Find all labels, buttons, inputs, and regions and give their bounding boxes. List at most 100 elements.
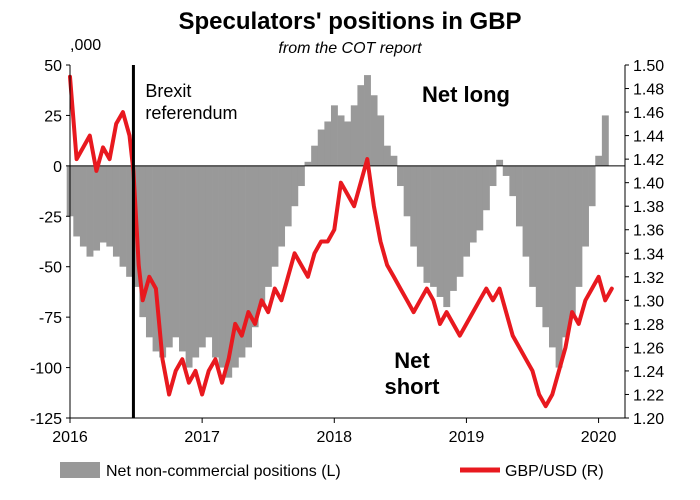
bar — [324, 121, 332, 166]
x-tick-label: 2020 — [581, 429, 617, 446]
bar — [212, 165, 219, 358]
bar — [165, 165, 173, 348]
left-tick-label: 50 — [44, 58, 62, 75]
bar — [377, 115, 385, 166]
bar — [416, 165, 424, 267]
bar — [357, 85, 365, 166]
bar — [582, 165, 589, 247]
right-tick-label: 1.42 — [633, 152, 664, 169]
chart-title: Speculators' positions in GBP — [178, 8, 521, 35]
right-tick-label: 1.24 — [633, 364, 664, 381]
bar — [231, 165, 239, 368]
bar — [251, 165, 259, 328]
bar — [443, 165, 451, 308]
bar — [344, 121, 352, 166]
x-tick-label: 2016 — [52, 429, 88, 446]
bar — [370, 95, 378, 166]
legend-layer: Net non-commercial positions (L) GBP/USD … — [60, 462, 604, 480]
bar — [317, 129, 325, 166]
x-tick-label: 2019 — [449, 429, 485, 446]
bar — [489, 165, 497, 187]
x-tick-label: 2018 — [316, 429, 352, 446]
right-tick-label: 1.34 — [633, 246, 664, 263]
bar — [496, 159, 504, 166]
bar — [297, 165, 305, 187]
right-tick-label: 1.26 — [633, 340, 664, 357]
bar — [238, 165, 246, 358]
bar — [112, 165, 120, 257]
bar — [205, 165, 213, 338]
bar — [179, 165, 186, 352]
bar — [549, 165, 556, 348]
net-short-label: Net — [394, 348, 430, 373]
gbpusd-line — [68, 74, 614, 409]
bar — [588, 165, 596, 207]
left-tick-label: -75 — [39, 310, 62, 327]
left-tick-label: -125 — [30, 411, 62, 428]
bar — [595, 155, 603, 166]
bar — [476, 165, 484, 231]
event-label: referendum — [145, 103, 237, 123]
net-long-label: Net long — [422, 82, 510, 107]
legend-label-bars: Net non-commercial positions (L) — [106, 463, 341, 480]
bar — [126, 165, 134, 277]
line-layer — [68, 74, 614, 409]
bar — [515, 165, 523, 227]
bar — [145, 165, 153, 338]
bar — [430, 165, 437, 287]
right-tick-label: 1.46 — [633, 105, 664, 122]
bar — [139, 165, 147, 318]
bar — [192, 165, 200, 358]
left-tick-label: -50 — [39, 260, 62, 277]
bar — [330, 105, 338, 166]
bar — [403, 165, 411, 217]
bar — [93, 165, 101, 251]
bar — [311, 145, 319, 166]
bar — [337, 115, 345, 166]
bar — [350, 105, 358, 166]
bar — [555, 165, 563, 368]
bar — [152, 165, 160, 352]
bar — [278, 165, 286, 247]
bar — [562, 165, 570, 338]
event-label: Brexit — [145, 81, 191, 101]
axes-layer: 50 25 0 -25 -50 -75 -100 -125 1.50 1.48 1.46 1.44 1.… — [30, 58, 664, 446]
left-tick-label: -25 — [39, 209, 62, 226]
right-tick-label: 1.28 — [633, 317, 664, 334]
bar — [529, 165, 537, 287]
bar — [264, 165, 272, 287]
bar — [502, 165, 510, 176]
left-tick-label: -100 — [30, 361, 62, 378]
bar — [86, 165, 94, 257]
right-tick-label: 1.40 — [633, 176, 664, 193]
bar — [258, 165, 266, 308]
bar — [535, 165, 543, 308]
bar — [159, 165, 167, 358]
bar — [271, 165, 279, 267]
bar — [79, 165, 87, 247]
bar — [509, 165, 517, 197]
bar — [291, 165, 299, 207]
right-tick-label: 1.44 — [633, 129, 664, 146]
chart-subtitle: from the COT report — [278, 40, 422, 57]
bar — [99, 165, 107, 243]
bar — [198, 165, 206, 348]
left-axis-unit: ,000 — [70, 37, 101, 54]
bar — [185, 165, 193, 368]
bar — [423, 165, 431, 283]
bar — [463, 165, 471, 257]
bar — [304, 161, 312, 166]
right-tick-label: 1.50 — [633, 58, 664, 75]
bar — [383, 145, 391, 166]
bar — [245, 165, 252, 348]
bar — [449, 165, 457, 291]
left-tick-label: 0 — [53, 159, 62, 176]
bar — [284, 165, 292, 227]
bar — [482, 165, 490, 211]
bar — [456, 165, 464, 277]
legend-label-line: GBP/USD (R) — [505, 463, 604, 480]
bar — [73, 165, 81, 237]
bar — [575, 165, 583, 287]
